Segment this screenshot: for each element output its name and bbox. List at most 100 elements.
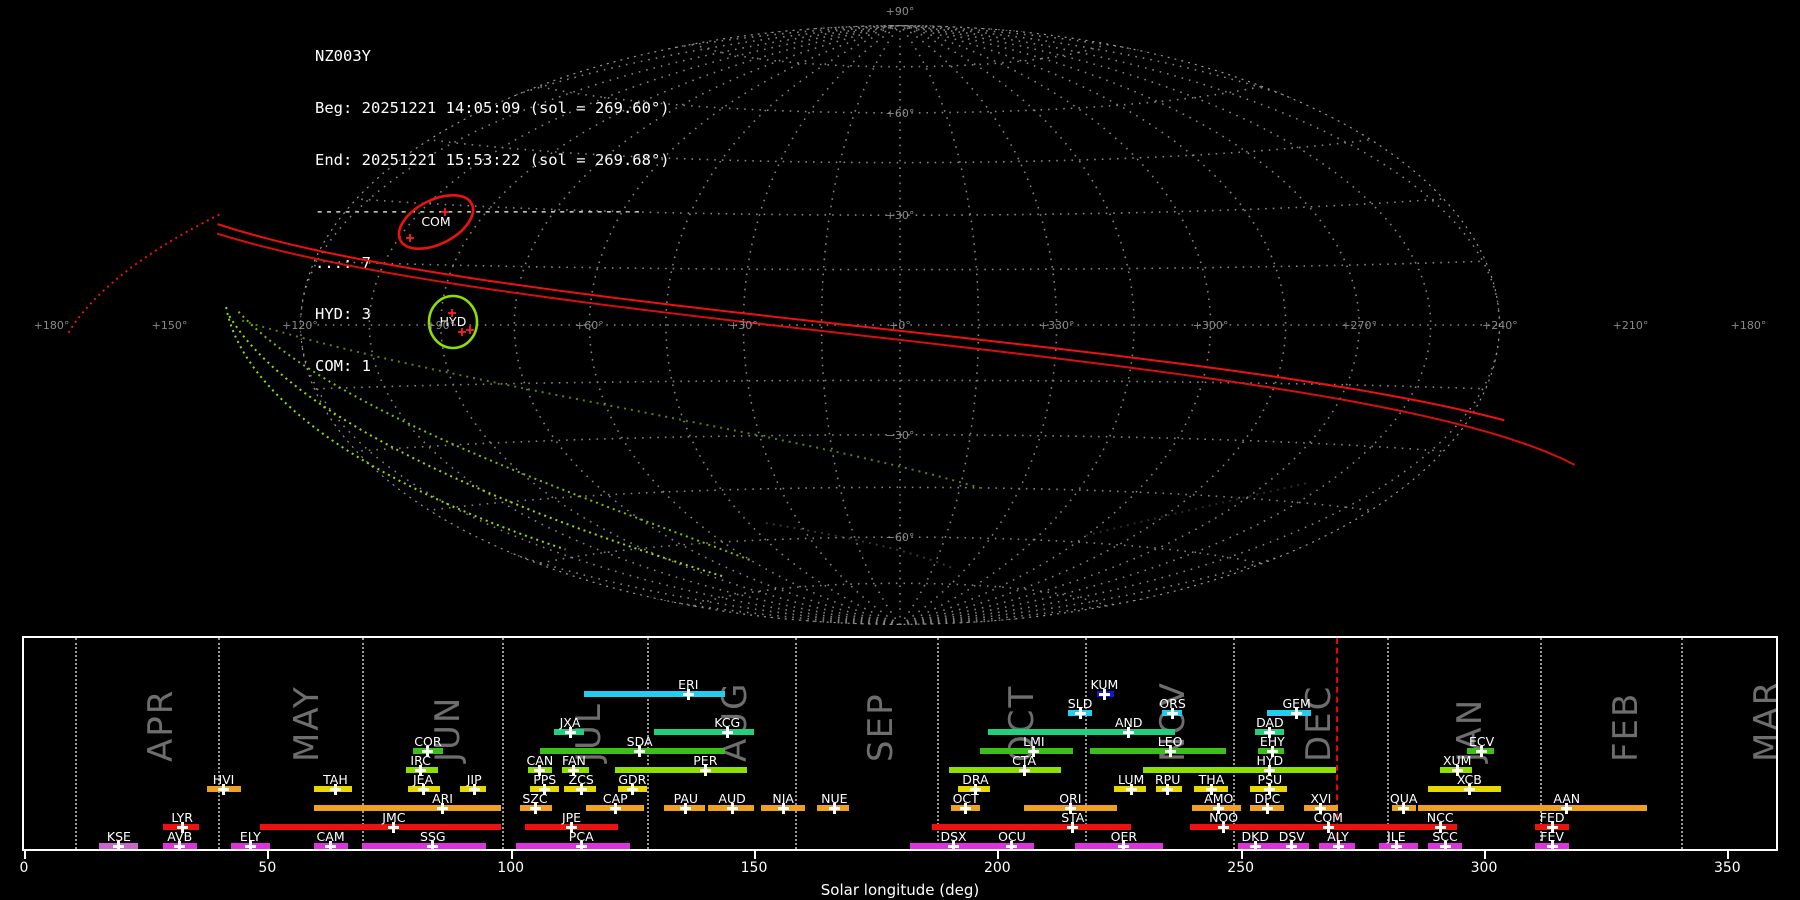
shower-bar-gem[interactable]	[1267, 710, 1312, 716]
ra-tick-label: +330°	[1039, 319, 1075, 332]
month-separator	[75, 638, 78, 849]
shower-peak-marker	[1434, 822, 1446, 833]
ra-tick-label: +120°	[282, 319, 318, 332]
ra-tick-label: +60°	[575, 319, 604, 332]
shower-label-cam: CAM	[316, 829, 345, 844]
shower-peak-marker	[1264, 727, 1276, 738]
sky-map-panel: COM HYD +180° +150° +120° +90° +60° +30° +0° +33…	[34, 5, 1767, 625]
shower-label-aud: AUD	[718, 791, 746, 806]
shower-bar-and[interactable]	[987, 729, 1175, 735]
meteor-point	[406, 234, 414, 242]
shower-bar-sda[interactable]	[539, 748, 725, 754]
shower-bar-aan[interactable]	[1418, 805, 1648, 811]
shower-peak-marker	[325, 841, 337, 849]
ra-tick-label: +300°	[1193, 319, 1229, 332]
timeline-inner: APR MAY JUN JUL AUG SEP OCT NOV DEC JAN FEB MAR ERI K…	[24, 638, 1776, 849]
shower-activity-timeline[interactable]: APR MAY JUN JUL AUG SEP OCT NOV DEC JAN FEB MAR ERI K…	[22, 636, 1778, 851]
shower-peak-marker	[1291, 708, 1303, 719]
shower-peak-marker	[609, 803, 621, 814]
shower-label-psu: PSU	[1257, 772, 1283, 787]
shower-bar-ssg[interactable]	[362, 843, 487, 849]
shower-peak-marker	[388, 822, 400, 833]
ra-tick-label: +240°	[1482, 319, 1518, 332]
meteor-point	[441, 208, 449, 216]
month-label-sep: SEP	[861, 692, 902, 762]
shower-label-cor: COR	[414, 734, 442, 749]
axis-tick-label: 150	[740, 860, 768, 876]
radiant-hyd[interactable]: HYD	[427, 294, 479, 350]
meteor-track	[216, 232, 1576, 466]
shower-label-dsx: DSX	[940, 829, 967, 844]
session-beg: Beg: 20251221 14:05:09 (sol = 269.60°)	[315, 99, 670, 118]
shower-peak-marker	[1125, 784, 1137, 795]
shower-peak-marker	[960, 803, 972, 814]
month-separator	[501, 638, 504, 849]
shower-label-jle: JLE	[1387, 829, 1406, 844]
shower-peak-marker	[1064, 803, 1076, 814]
grid-labels: +180° +150° +120° +90° +60° +30° +0° +330° +300°…	[34, 5, 1767, 544]
shower-bar-pca[interactable]	[515, 843, 630, 849]
shower-peak-marker	[1167, 708, 1179, 719]
shower-peak-marker	[415, 765, 427, 776]
shower-peak-marker	[1249, 841, 1261, 849]
axis-tick	[997, 851, 1000, 859]
axis-tick	[267, 851, 270, 859]
shower-peak-marker	[1074, 708, 1086, 719]
shower-peak-marker	[1332, 841, 1344, 849]
shower-label-com: COM	[1313, 810, 1343, 825]
radiant-ellipse	[397, 193, 475, 251]
radiant-label: COM	[421, 214, 450, 229]
shower-peak-marker	[1390, 841, 1402, 849]
shower-bar-ari[interactable]	[313, 805, 501, 811]
shower-label-ohy: OHY	[1531, 848, 1558, 849]
shower-peak-marker	[176, 822, 188, 833]
shower-peak-marker	[1315, 803, 1327, 814]
shower-peak-marker	[575, 841, 587, 849]
shower-label-sda: SDA	[626, 734, 653, 749]
shower-peak-marker	[1561, 803, 1573, 814]
month-separator	[217, 638, 220, 849]
shower-peak-marker	[1067, 822, 1079, 833]
shower-label-nia: NIA	[772, 791, 794, 806]
shower-peak-marker	[1205, 784, 1217, 795]
shower-peak-marker	[1451, 765, 1463, 776]
shower-bar-leo[interactable]	[1089, 748, 1227, 754]
ra-tick-label: +150°	[152, 319, 188, 332]
shower-peak-marker	[969, 784, 981, 795]
shower-bar-lmi[interactable]	[980, 748, 1073, 754]
shower-peak-marker	[1006, 841, 1018, 849]
axis-tick	[1484, 851, 1486, 859]
month-separator	[936, 638, 939, 849]
shower-label-dkd: DKD	[1241, 829, 1269, 844]
shower-label-ari: ARI	[432, 791, 453, 806]
shower-bar-hyd[interactable]	[1143, 767, 1337, 773]
month-label-may: MAY	[286, 685, 327, 762]
shower-label-sta: STA	[1061, 810, 1085, 825]
shower-label-xhe: XHE	[1678, 848, 1704, 849]
shower-label-gum: GUM	[1462, 848, 1492, 849]
shower-peak-marker	[566, 822, 577, 833]
shower-label-ehy: EHY	[1259, 734, 1285, 749]
ra-tick-label: +0°	[889, 319, 911, 332]
shower-label-szc: SZC	[522, 791, 548, 806]
shower-label-and: AND	[1114, 715, 1143, 730]
shower-peak-marker	[529, 803, 541, 814]
shower-peak-marker	[1476, 746, 1488, 757]
shower-bar-eri[interactable]	[583, 691, 725, 697]
month-separator	[646, 638, 649, 849]
shower-peak-marker	[1439, 841, 1451, 849]
header-rule: -----------------------------------	[315, 202, 642, 221]
shower-label-sld: SLD	[1067, 696, 1093, 711]
shower-peak-marker	[1123, 727, 1135, 738]
axis-tick-label: 0	[19, 860, 29, 876]
shower-label-scc: SCC	[1432, 829, 1458, 844]
shower-bar-kcg[interactable]	[654, 729, 754, 735]
shower-label-xcb: XCB	[1456, 772, 1482, 787]
shower-bar-cta[interactable]	[948, 767, 1061, 773]
radiant-com[interactable]: COM	[390, 184, 481, 260]
shower-label-fed: FED	[1539, 810, 1565, 825]
shower-bar-sta[interactable]	[931, 824, 1132, 830]
shower-bar-per[interactable]	[615, 767, 747, 773]
meteor-track	[1085, 481, 1308, 537]
shower-bar-jmc[interactable]	[260, 824, 501, 830]
